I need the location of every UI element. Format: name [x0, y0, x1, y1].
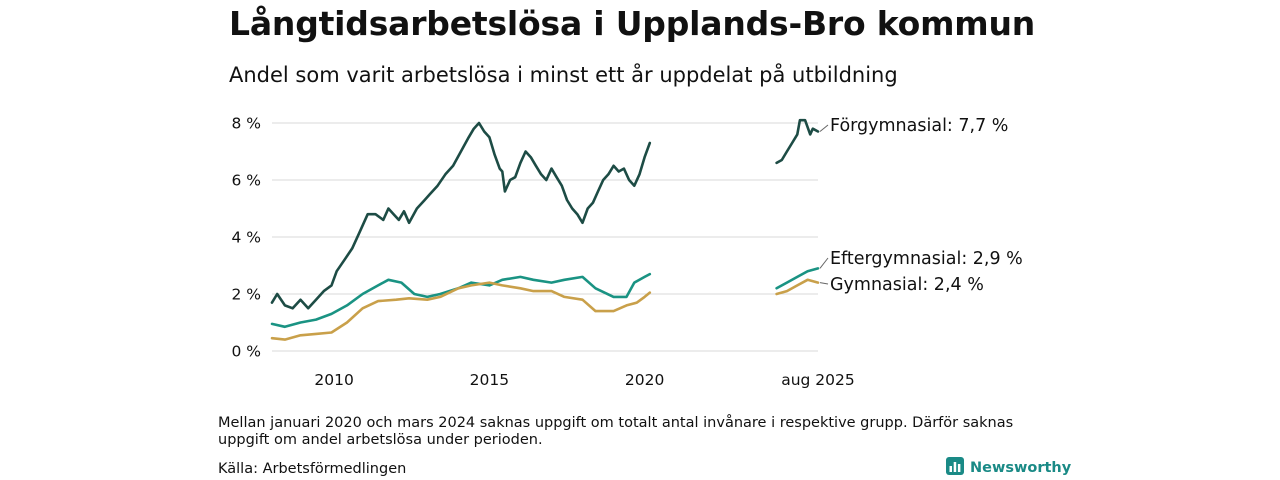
brand-name: Newsworthy — [970, 460, 1072, 476]
chart-subtitle: Andel som varit arbetslösa i minst ett å… — [229, 63, 898, 87]
end-label-förgymnasial: Förgymnasial: 7,7 % — [830, 116, 1008, 136]
end-label-gymnasial: Gymnasial: 2,4 % — [830, 275, 984, 295]
series-line-eftergymnasial-1 — [775, 267, 820, 290]
y-tick-label: 6 % — [231, 172, 261, 190]
y-tick-label: 0 % — [231, 343, 261, 361]
y-axis-ticks: 0 % 2 % 4 % 6 % 8 % — [231, 115, 261, 361]
end-label-eftergymnasial: Eftergymnasial: 2,9 % — [830, 249, 1023, 269]
y-tick-label: 2 % — [231, 286, 261, 304]
series-line-förgymnasial-1 — [775, 118, 820, 165]
footnote: Mellan januari 2020 och mars 2024 saknas… — [218, 415, 1014, 448]
chart-title: Långtidsarbetslösa i Upplands-Bro kommun — [229, 4, 1036, 43]
series-lines — [270, 118, 820, 341]
y-tick-label: 4 % — [231, 229, 261, 247]
line-chart: 0 % 2 % 4 % 6 % 8 % 2010 2015 2020 aug 2025 För… — [231, 115, 1023, 390]
series-line-förgymnasial-0 — [270, 121, 652, 310]
x-axis-ticks: 2010 2015 2020 aug 2025 — [314, 371, 854, 389]
series-line-eftergymnasial-0 — [270, 272, 652, 329]
y-tick-label: 8 % — [231, 115, 261, 133]
source-text: Källa: Arbetsförmedlingen — [218, 461, 407, 477]
bar-chart-icon — [946, 457, 964, 479]
series-line-gymnasial-0 — [270, 281, 652, 341]
x-tick-label: 2010 — [314, 371, 353, 389]
x-tick-label: 2020 — [625, 371, 664, 389]
x-tick-label: 2015 — [470, 371, 509, 389]
end-label-connector — [819, 124, 829, 132]
end-labels: Förgymnasial: 7,7 % Eftergymnasial: 2,9 %… — [819, 116, 1023, 295]
brand-logo[interactable]: Newsworthy — [946, 457, 1071, 479]
gridlines — [272, 122, 818, 352]
series-line-gymnasial-1 — [775, 278, 820, 296]
end-label-connector — [819, 282, 829, 285]
end-label-connector — [819, 257, 829, 269]
x-tick-label: aug 2025 — [781, 371, 855, 389]
